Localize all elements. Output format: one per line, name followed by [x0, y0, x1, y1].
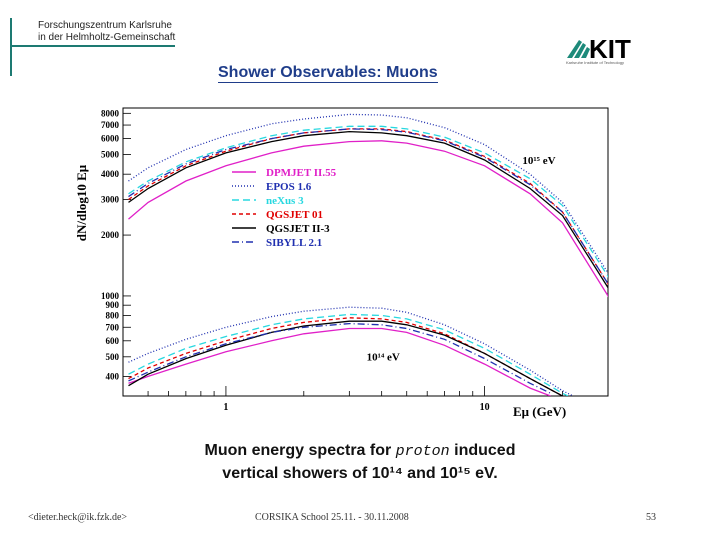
y-tick-label: 600: [106, 336, 120, 346]
series-line-epos-1-6-e15: [128, 113, 608, 275]
caption-proton: proton: [395, 443, 450, 460]
legend-label: neXus 3: [266, 195, 304, 207]
legend-label: QGSJET 01: [266, 209, 323, 221]
x-axis-label: Eμ (GeV): [513, 404, 566, 419]
caption-line-1-part-a: Muon energy spectra for: [204, 442, 396, 459]
kit-logo: KIT: [567, 34, 631, 64]
x-tick-label: 1: [223, 402, 228, 413]
y-tick-label: 800: [106, 311, 120, 321]
y-tick-label: 7000: [101, 120, 120, 130]
legend-label: DPMJET II.55: [266, 167, 337, 179]
y-tick-label: 900: [106, 300, 120, 310]
legend: DPMJET II.55 EPOS 1.6 neXus 3 QGSJET 01 QGSJ…: [232, 167, 337, 249]
series-line-nexus-3-e14: [128, 313, 569, 396]
series-line-dpmjet-ii-55-e14: [128, 327, 551, 396]
header-vertical-rule: [10, 18, 12, 76]
energy-annotation: 10¹⁴ eV: [367, 351, 400, 363]
series-line-qgsjet-ii-3-e15: [128, 130, 608, 290]
series-line-epos-1-6-e14: [128, 306, 574, 396]
caption-line-1-part-b: induced: [449, 442, 516, 459]
institution-name: Forschungszentrum Karlsruhe in der Helmh…: [38, 20, 175, 44]
institution-line-2: in der Helmholtz-Gemeinschaft: [38, 32, 176, 43]
series-layer: [128, 113, 608, 396]
y-tick-label: 5000: [101, 150, 120, 160]
y-tick-label: 1000: [101, 291, 120, 301]
y-tick-label: 2000: [101, 230, 120, 240]
footer-page-number: 53: [646, 512, 656, 523]
footer-email: <dieter.heck@ik.fzk.de>: [28, 512, 128, 523]
chart-text: 10¹⁵ eV 10¹⁴ eV Eμ (GeV) dN/dlog10 Eμ: [74, 155, 566, 419]
caption-line-1: Muon energy spectra for proton induced: [0, 440, 720, 463]
series-line-qgsjet-ii-3-e14: [128, 320, 563, 396]
plot-border: [122, 107, 609, 397]
x-tick-label: 10: [480, 402, 490, 413]
y-axis-label: dN/dlog10 Eμ: [74, 164, 89, 241]
y-tick-label: 400: [106, 371, 120, 381]
y-tick-label: 500: [106, 352, 120, 362]
slide-caption: Muon energy spectra for proton induced v…: [0, 440, 720, 485]
energy-annotation: 10¹⁵ eV: [522, 155, 555, 167]
y-tick-label: 8000: [101, 108, 120, 118]
slide-title: Shower Observables: Muons: [218, 64, 438, 83]
series-clip-group: [128, 113, 608, 396]
header-horizontal-rule: [10, 45, 175, 47]
logo-subtitle: Karlsruhe Institute of Technology: [566, 60, 624, 65]
y-tick-label: 6000: [101, 134, 120, 144]
footer-event: CORSIKA School 25.11. - 30.11.2008: [255, 512, 409, 523]
logo-text: KIT: [589, 34, 631, 64]
caption-line-2: vertical showers of 10¹⁴ and 10¹⁵ eV.: [222, 465, 498, 482]
series-line-sibyll-2-1-e15: [128, 128, 608, 286]
y-tick-label: 700: [106, 322, 120, 332]
series-line-dpmjet-ii-55-e15: [128, 140, 608, 298]
series-line-nexus-3-e15: [128, 125, 608, 279]
legend-label: QGSJET II-3: [266, 223, 330, 235]
y-tick-label: 4000: [101, 169, 120, 179]
series-line-sibyll-2-1-e14: [128, 322, 551, 394]
institution-line-1: Forschungszentrum Karlsruhe: [38, 20, 172, 31]
y-tick-label: 3000: [101, 194, 120, 204]
plot-frame: [122, 107, 609, 397]
legend-label: EPOS 1.6: [266, 181, 312, 193]
legend-label: SIBYLL 2.1: [266, 237, 322, 249]
